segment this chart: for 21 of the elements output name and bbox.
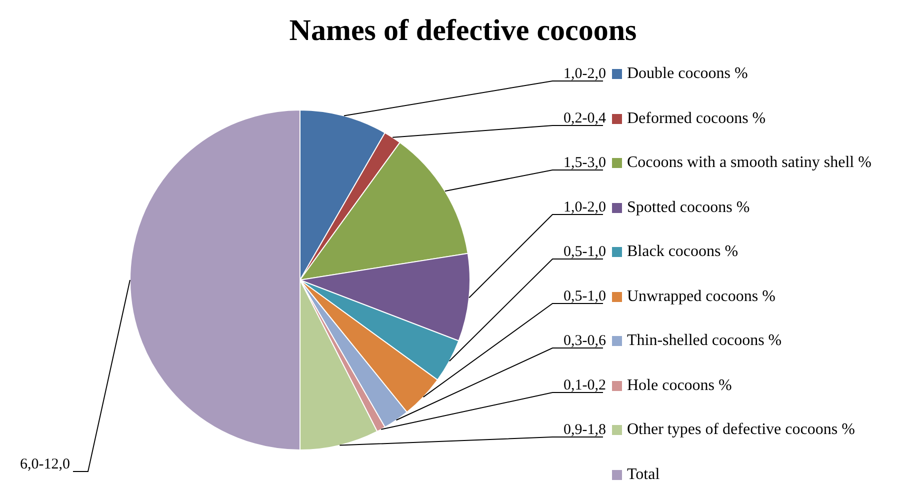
legend-label: Double cocoons % bbox=[627, 65, 748, 83]
legend-label: Deformed cocoons % bbox=[627, 110, 766, 128]
data-label: 1,5-3,0 bbox=[564, 154, 606, 171]
data-label: 1,0-2,0 bbox=[564, 199, 606, 216]
data-label: 0,1-0,2 bbox=[564, 377, 606, 394]
legend-label: Black cocoons % bbox=[627, 243, 738, 261]
legend-label: Hole cocoons % bbox=[627, 376, 732, 394]
chart-title: Names of defective cocoons bbox=[288, 14, 638, 48]
legend-label: Cocoons with a smooth satiny shell % bbox=[627, 154, 872, 172]
data-label: 1,0-2,0 bbox=[564, 66, 606, 82]
legend-label: Spotted cocoons % bbox=[627, 198, 750, 216]
data-label: 0,9-1,8 bbox=[564, 422, 606, 438]
legend-label: Unwrapped cocoons % bbox=[627, 288, 776, 306]
legend-label: Total bbox=[627, 466, 660, 484]
data-label: 0,5-1,0 bbox=[564, 288, 606, 304]
data-label: 0,5-1,0 bbox=[564, 244, 606, 260]
data-label: 0,2-0,4 bbox=[564, 110, 606, 126]
legend-label: Thin-shelled cocoons % bbox=[627, 332, 782, 350]
data-label: 0,3-0,6 bbox=[564, 332, 606, 349]
data-label: 6,0-12,0 bbox=[20, 456, 70, 472]
legend-label: Other types of defective cocoons % bbox=[627, 421, 855, 439]
